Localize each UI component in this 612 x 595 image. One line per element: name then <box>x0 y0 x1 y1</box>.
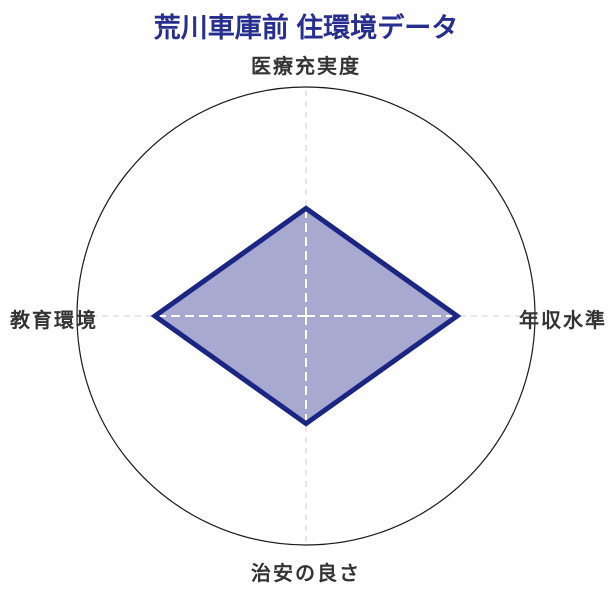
radar-outer-circle <box>76 86 536 546</box>
inner-axis-dashes <box>154 208 458 424</box>
axis-label-education: 教育環境 <box>10 310 98 332</box>
axis-label-safety: 治安の良さ <box>251 563 361 585</box>
data-polygon-outline <box>150 205 462 427</box>
axis-label-income: 年収水準 <box>519 310 607 332</box>
chart-title: 荒川車庫前 住環境データ <box>153 13 459 43</box>
axis-label-medical: 医療充実度 <box>251 56 361 78</box>
